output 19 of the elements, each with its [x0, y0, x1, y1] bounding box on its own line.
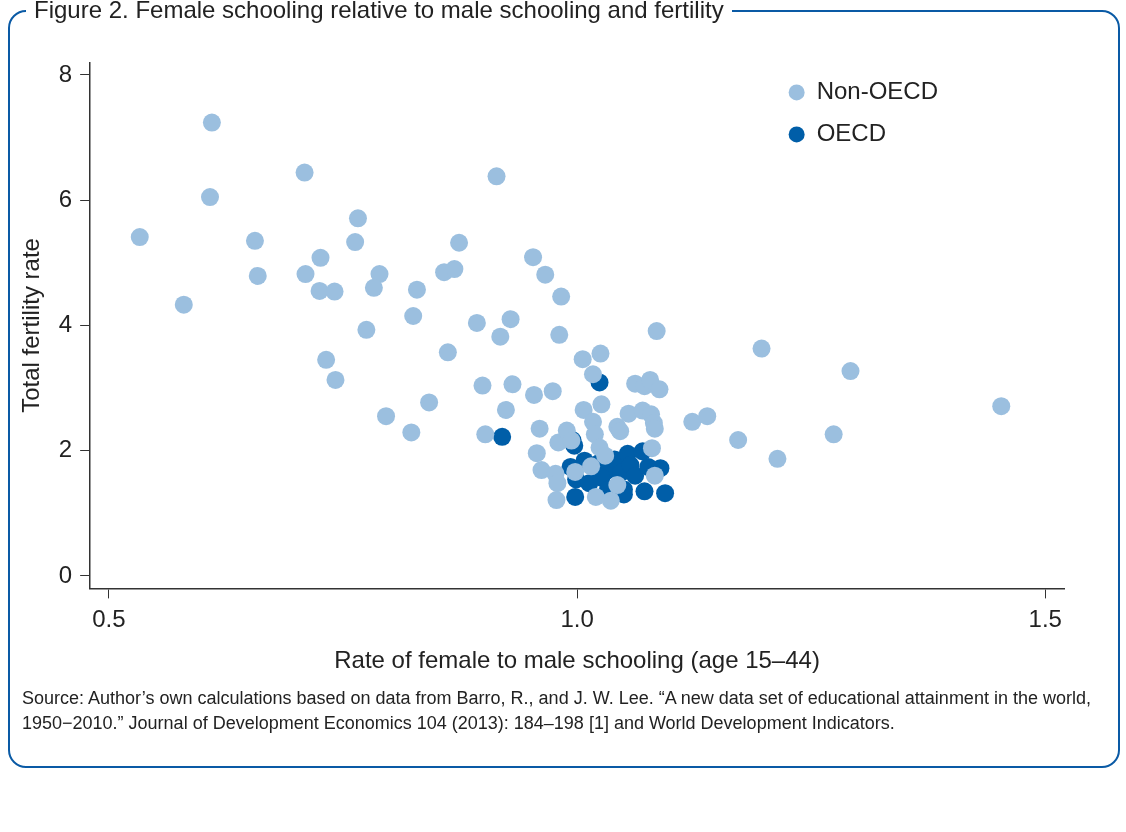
legend-label: Non-OECD	[816, 77, 938, 105]
point	[656, 484, 675, 503]
x-axis-title: Rate of female to male schooling (age 15–44)	[334, 646, 820, 674]
source-note: Source: Author’s own calculations based on data from Barro, R., and J. W. Lee. “A new data set of educational attainment in the world, 1950−2010.” Journal of Development Economics 104 (2013): 184–198 [1] and World Development Indicators.	[21, 687, 1092, 736]
point	[626, 466, 645, 485]
chart-title: Figure 2. Female schooling relative to male schooling and fertility	[26, 0, 732, 24]
x-tick-label: 1.0	[560, 605, 594, 633]
y-tick-label: 0	[58, 560, 73, 588]
x-tick-label: 0.5	[92, 605, 126, 633]
point	[635, 482, 654, 501]
y-tick-label: 8	[58, 59, 73, 87]
x-tick-label: 1.5	[1028, 605, 1062, 633]
y-tick-label: 2	[58, 435, 73, 463]
point	[493, 427, 512, 446]
point	[566, 487, 585, 506]
y-axis-title: Total fertility rate	[17, 238, 45, 413]
legend-label: OECD	[816, 119, 886, 147]
y-tick-label: 4	[58, 310, 73, 338]
y-tick-label: 6	[58, 184, 73, 212]
